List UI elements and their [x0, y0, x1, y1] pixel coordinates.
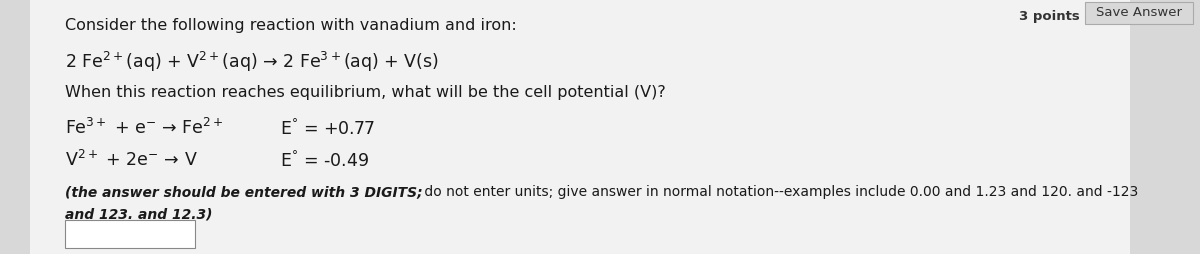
Text: Save Answer: Save Answer: [1096, 7, 1182, 20]
Text: 3 points: 3 points: [1019, 10, 1080, 23]
Text: E$^{°}$ = +0.77: E$^{°}$ = +0.77: [280, 118, 376, 139]
Bar: [1085, 2, 1193, 24]
Text: 2 Fe$^{2+}$(aq) + V$^{2+}$(aq) → 2 Fe$^{3+}$(aq) + V(s): 2 Fe$^{2+}$(aq) + V$^{2+}$(aq) → 2 Fe$^{…: [65, 50, 439, 74]
Text: do not enter units; give answer in normal notation--examples include 0.00 and 1.: do not enter units; give answer in norma…: [420, 185, 1139, 199]
Text: (the answer should be entered with 3 DIGITS;: (the answer should be entered with 3 DIG…: [65, 185, 422, 199]
Text: Fe$^{3+}$ + e$^{-}$ → Fe$^{2+}$: Fe$^{3+}$ + e$^{-}$ → Fe$^{2+}$: [65, 118, 223, 138]
Text: Consider the following reaction with vanadium and iron:: Consider the following reaction with van…: [65, 18, 517, 33]
Text: When this reaction reaches equilibrium, what will be the cell potential (V)?: When this reaction reaches equilibrium, …: [65, 85, 666, 100]
Bar: [65, 220, 194, 248]
Text: E$^{°}$ = -0.49: E$^{°}$ = -0.49: [280, 150, 370, 171]
Text: V$^{2+}$ + 2e$^{-}$ → V: V$^{2+}$ + 2e$^{-}$ → V: [65, 150, 198, 170]
Text: and 123. and 12.3): and 123. and 12.3): [65, 207, 212, 221]
